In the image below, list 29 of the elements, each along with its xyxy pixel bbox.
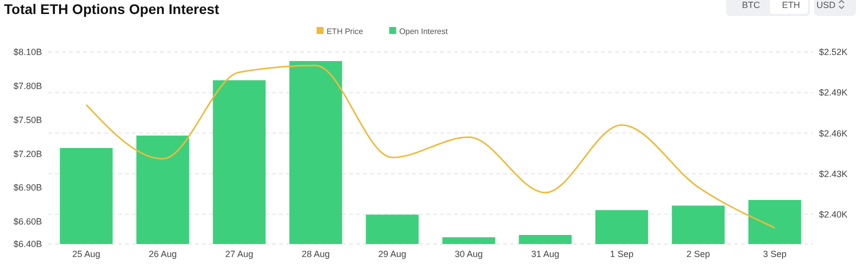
text: ETH bbox=[782, 0, 800, 10]
legend-label: Open Interest bbox=[399, 27, 448, 36]
x-tick-label: 1 Sep bbox=[610, 249, 634, 259]
y2-tick-label: $2.49K bbox=[819, 88, 848, 98]
y-tick-label: $8.10B bbox=[13, 47, 42, 58]
line-series bbox=[86, 64, 776, 229]
y2-tick-label: $2.46K bbox=[819, 128, 848, 138]
x-tick-label: 30 Aug bbox=[454, 249, 483, 259]
y-tick-label: $7.80B bbox=[13, 81, 42, 92]
y-tick-label: $6.40B bbox=[13, 239, 42, 250]
x-tick-label: 25 Aug bbox=[72, 249, 100, 259]
chart-title: Total ETH Options Open Interest bbox=[4, 1, 220, 17]
y2-tick-label: $2.52K bbox=[819, 47, 848, 58]
text: USD bbox=[816, 0, 836, 10]
y-tick-label: $6.90B bbox=[13, 182, 42, 193]
x-tick-label: 29 Aug bbox=[378, 249, 406, 259]
x-tick-label: 27 Aug bbox=[225, 249, 254, 259]
x-tick-label: 28 Aug bbox=[302, 249, 330, 259]
text: BTC bbox=[742, 0, 760, 10]
y2-tick-label: $2.40K bbox=[819, 209, 848, 220]
y-tick-label: $7.20B bbox=[13, 148, 42, 159]
x-tick-label: 31 Aug bbox=[531, 249, 560, 259]
x-tick-label: 3 Sep bbox=[762, 249, 787, 259]
x-tick-label: 2 Sep bbox=[686, 249, 710, 259]
y2-tick-label: $2.43K bbox=[819, 168, 848, 179]
legend-label: ETH Price bbox=[326, 27, 364, 36]
y-tick-label: $7.50B bbox=[13, 114, 42, 125]
x-tick-label: 26 Aug bbox=[148, 249, 177, 259]
y-tick-label: $6.60B bbox=[13, 216, 42, 227]
